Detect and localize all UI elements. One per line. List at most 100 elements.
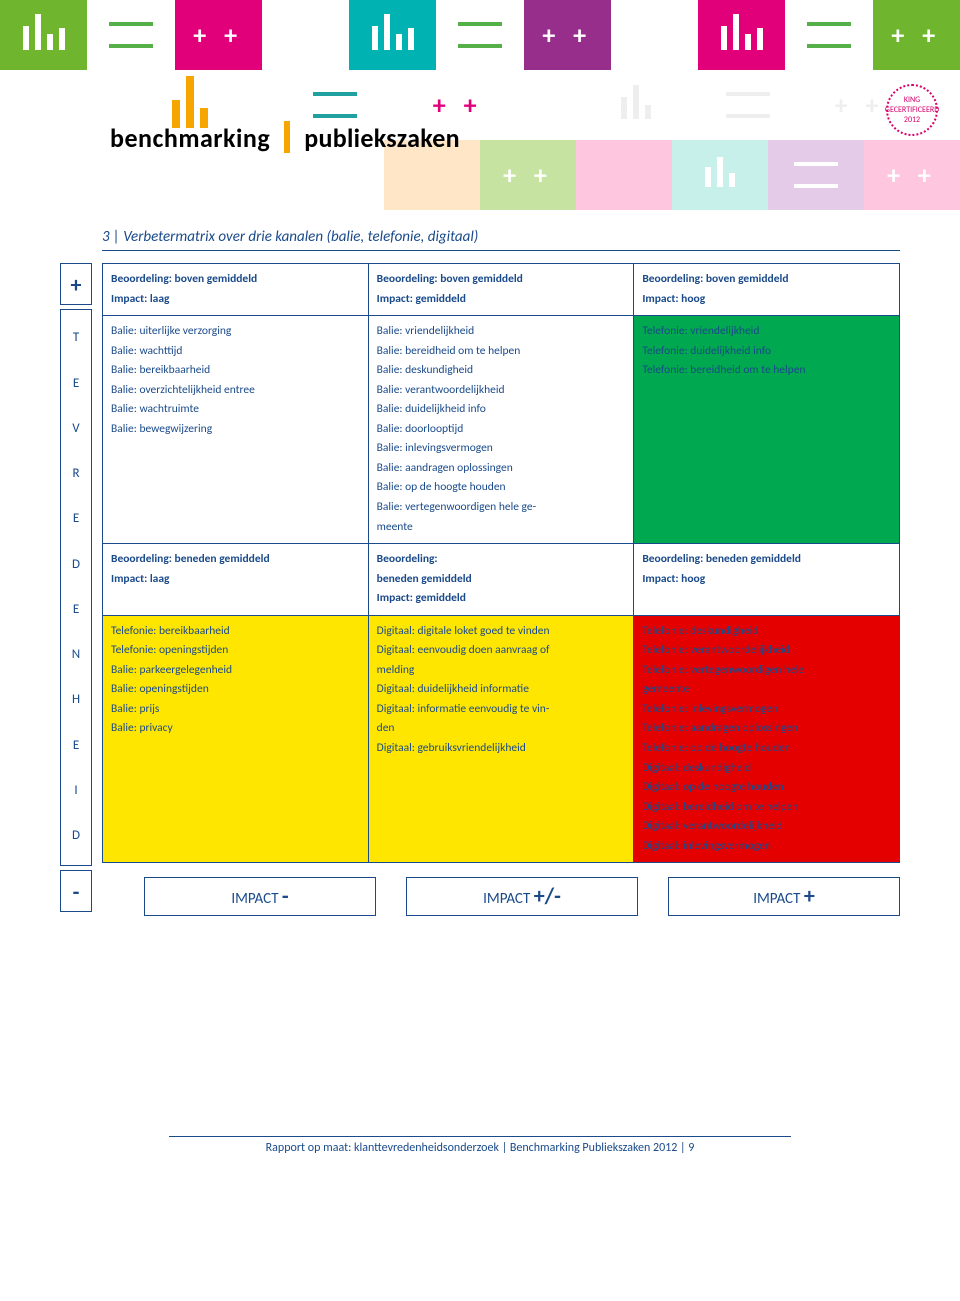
side-plus: + xyxy=(60,263,92,305)
list-item: gemeente xyxy=(642,680,891,700)
list-item: Digitaal: inlevingsvermogen xyxy=(642,837,891,857)
list-item: melding xyxy=(377,661,626,681)
banner: + + + + + + + + + + + + + + benchmarking… xyxy=(0,0,960,210)
logo-benchmarking: benchmarking xyxy=(110,122,270,154)
side-letter: E xyxy=(61,598,91,623)
header-top-mid: Beoordeling: boven gemiddeld Impact: gem… xyxy=(368,264,634,316)
impact-row: IMPACT - IMPACT +/- IMPACT + xyxy=(144,877,900,916)
side-letters: T E V R E D E N H E I D xyxy=(60,309,92,866)
list-item: Telefonie: openingstijden xyxy=(111,641,360,661)
hdr-text: Impact: hoog xyxy=(642,570,891,590)
list-item: meente xyxy=(377,518,626,538)
side-letter: T xyxy=(61,326,91,351)
side-minus: - xyxy=(60,870,92,912)
list-item: Balie: wachttijd xyxy=(111,342,360,362)
list-item: Telefonie: op de hoogte houden xyxy=(642,739,891,759)
page-content: 3 | Verbetermatrix over drie kanalen (ba… xyxy=(0,210,960,1197)
list-item: Balie: openingstijden xyxy=(111,680,360,700)
side-letter: N xyxy=(61,643,91,668)
list-item: Balie: privacy xyxy=(111,719,360,739)
footer-text: Rapport op maat: klanttevredenheidsonder… xyxy=(169,1136,791,1155)
hdr-text: Beoordeling: beneden gemiddeld xyxy=(642,550,891,570)
hdr-text: Impact: laag xyxy=(111,290,360,310)
list-item: Digitaal: deskundigheid xyxy=(642,759,891,779)
hdr-text: Impact: hoog xyxy=(642,290,891,310)
list-item: Digitaal: digitale loket goed te vinden xyxy=(377,622,626,642)
list-item: Telefonie: bereikbaarheid xyxy=(111,622,360,642)
side-letter: R xyxy=(61,462,91,487)
impact-label: IMPACT xyxy=(483,890,530,908)
side-letter: E xyxy=(61,734,91,759)
impact-minus-box: IMPACT - xyxy=(144,877,376,916)
list-item: Telefonie: verantwoordelijkheid xyxy=(642,641,891,661)
list-item: Balie: uiterlijke verzorging xyxy=(111,322,360,342)
side-letter: D xyxy=(61,824,91,849)
side-letter: V xyxy=(61,417,91,442)
list-item: Digitaal: eenvoudig doen aanvraag of xyxy=(377,641,626,661)
banner-row-1: + + + + + + xyxy=(0,0,960,70)
impact-symbol: +/- xyxy=(534,882,561,909)
list-item: Balie: overzichtelijkheid entree xyxy=(111,381,360,401)
list-item: Digitaal: duidelijkheid informatie xyxy=(377,680,626,700)
list-item: Telefonie: deskundigheid xyxy=(642,622,891,642)
section-title: 3 | Verbetermatrix over drie kanalen (ba… xyxy=(102,228,900,251)
list-item: Balie: verantwoordelijkheid xyxy=(377,381,626,401)
matrix-wrap: + T E V R E D E N H E I D - Beoord xyxy=(60,263,900,916)
list-item: Telefonie: bereidheid om te helpen xyxy=(642,361,891,381)
impact-label: IMPACT xyxy=(231,890,278,908)
list-item: Telefonie: aandragen oplossingen xyxy=(642,719,891,739)
list-item: Digitaal: informatie eenvoudig te vin- xyxy=(377,700,626,720)
list-item: Digitaal: bereidheid om te helpen xyxy=(642,798,891,818)
list-item: Balie: inlevingsvermogen xyxy=(377,439,626,459)
header-mid-left: Beoordeling: beneden gemiddeld Impact: l… xyxy=(103,544,369,616)
list-item: Balie: prijs xyxy=(111,700,360,720)
header-mid-mid: Beoordeling: beneden gemiddeld Impact: g… xyxy=(368,544,634,616)
side-letter: I xyxy=(61,779,91,804)
cell-r1c2: Balie: vriendelijkheidBalie: bereidheid … xyxy=(368,316,634,544)
cell-r2c2: Digitaal: digitale loket goed te vindenD… xyxy=(368,615,634,863)
list-item: Balie: duidelijkheid info xyxy=(377,400,626,420)
list-item: den xyxy=(377,719,626,739)
list-item: Balie: doorlooptijd xyxy=(377,420,626,440)
list-item: Telefonie: vriendelijkheid xyxy=(642,322,891,342)
list-item: Telefonie: inlevingsvermogen xyxy=(642,700,891,720)
impact-plus-box: IMPACT + xyxy=(668,877,900,916)
impact-label: IMPACT xyxy=(753,890,800,908)
side-letter: E xyxy=(61,507,91,532)
side-column: + T E V R E D E N H E I D - xyxy=(60,263,92,916)
hdr-text: Beoordeling: boven gemiddeld xyxy=(377,270,626,290)
logo-publiekszaken: publiekszaken xyxy=(304,122,460,154)
hdr-text: Beoordeling: boven gemiddeld xyxy=(111,270,360,290)
list-item: Balie: bewegwijzering xyxy=(111,420,360,440)
list-item: Balie: op de hoogte houden xyxy=(377,478,626,498)
side-letter: D xyxy=(61,553,91,578)
hdr-text: Beoordeling: beneden gemiddeld xyxy=(111,550,360,570)
hdr-text: Impact: gemiddeld xyxy=(377,290,626,310)
list-item: Digitaal: gebruiksvriendelijkheid xyxy=(377,739,626,759)
cell-r1c1: Balie: uiterlijke verzorgingBalie: wacht… xyxy=(103,316,369,544)
header-top-left: Beoordeling: boven gemiddeld Impact: laa… xyxy=(103,264,369,316)
logo-divider-icon xyxy=(284,121,290,153)
list-item: Digitaal: verantwoordelijkheid xyxy=(642,817,891,837)
footer: Rapport op maat: klanttevredenheidsonder… xyxy=(60,1136,900,1173)
impact-plusminus-box: IMPACT +/- xyxy=(406,877,638,916)
list-item: Balie: bereidheid om te helpen xyxy=(377,342,626,362)
list-item: Balie: wachtruimte xyxy=(111,400,360,420)
logo: benchmarking publiekszaken xyxy=(110,115,460,154)
list-item: Balie: aandragen oplossingen xyxy=(377,459,626,479)
side-letter: H xyxy=(61,688,91,713)
list-item: Balie: parkeergelegenheid xyxy=(111,661,360,681)
impact-symbol: - xyxy=(282,882,289,909)
list-item: Telefonie: vertegenwoordigen hele xyxy=(642,661,891,681)
list-item: Balie: vertegenwoordigen hele ge- xyxy=(377,498,626,518)
side-letter: E xyxy=(61,372,91,397)
list-item: Balie: bereikbaarheid xyxy=(111,361,360,381)
certification-badge-icon: KING GECERTIFICEERD 2012 xyxy=(886,84,938,136)
hdr-text: Beoordeling: boven gemiddeld xyxy=(642,270,891,290)
list-item: Balie: deskundigheid xyxy=(377,361,626,381)
impact-symbol: + xyxy=(804,882,815,909)
header-top-right: Beoordeling: boven gemiddeld Impact: hoo… xyxy=(634,264,900,316)
cell-r1c3: Telefonie: vriendelijkheidTelefonie: dui… xyxy=(634,316,900,544)
cell-r2c3: Telefonie: deskundigheidTelefonie: veran… xyxy=(634,615,900,863)
cell-r2c1: Telefonie: bereikbaarheidTelefonie: open… xyxy=(103,615,369,863)
